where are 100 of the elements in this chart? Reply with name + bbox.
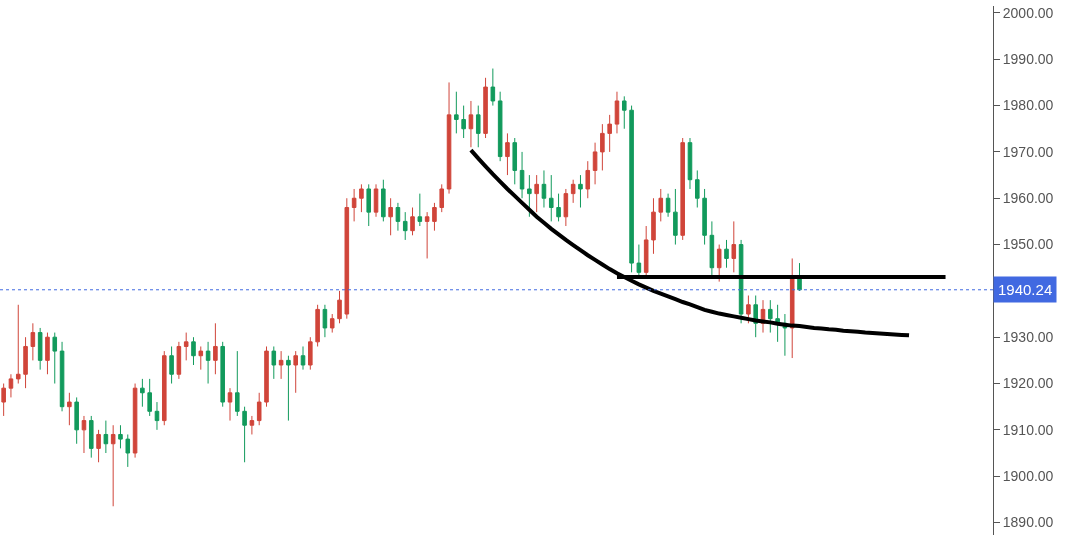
candlestick — [220, 341, 225, 408]
candlestick — [768, 299, 773, 334]
candlestick — [154, 401, 160, 431]
candlestick — [344, 197, 350, 320]
candlestick — [161, 350, 167, 426]
candlestick — [300, 345, 306, 371]
candlestick — [271, 345, 277, 380]
candlestick — [30, 322, 36, 361]
candlestick — [322, 304, 328, 338]
candlestick — [15, 304, 21, 385]
candlestick — [118, 424, 123, 449]
candlestick — [534, 174, 539, 213]
candlestick — [702, 188, 707, 246]
candlestick — [410, 207, 415, 236]
candlestick — [198, 345, 204, 371]
candlestick — [578, 174, 583, 208]
y-tick-label: 2000.00 — [1002, 4, 1054, 21]
candlestick — [147, 378, 152, 417]
candlestick — [724, 239, 729, 269]
candlestick — [512, 137, 518, 185]
candlestick — [132, 383, 138, 459]
candlestick — [337, 290, 342, 324]
candlestick — [490, 68, 496, 107]
y-tick-label: 1920.00 — [1002, 375, 1054, 392]
candlestick — [395, 202, 401, 232]
candlestick — [651, 197, 656, 255]
candlestick — [527, 174, 532, 218]
candlestick — [23, 336, 28, 389]
candlestick — [738, 239, 744, 324]
candlestick — [67, 392, 72, 426]
candlestick — [103, 420, 109, 454]
candlestick — [213, 322, 218, 375]
candlestick — [373, 183, 379, 218]
candlestick — [140, 378, 145, 408]
candlestick — [716, 244, 722, 283]
candlestick — [249, 415, 255, 435]
candlestick — [37, 327, 43, 371]
candlestick — [570, 179, 576, 204]
candlestick — [483, 77, 488, 139]
candlestick — [673, 188, 678, 246]
candlestick — [636, 244, 642, 278]
candlestick — [176, 341, 182, 380]
candlestick — [658, 188, 664, 222]
y-tick-label: 1950.00 — [1002, 236, 1054, 253]
candlestick — [315, 304, 320, 347]
candlestick — [556, 193, 561, 222]
candlestick — [110, 424, 116, 507]
candlestick — [600, 123, 605, 171]
candlestick — [402, 211, 408, 241]
y-tick-label: 1890.00 — [1002, 514, 1054, 531]
candlestick — [359, 183, 364, 213]
candlestick — [505, 132, 510, 176]
candlestick — [381, 179, 386, 222]
candlestick — [680, 137, 685, 241]
y-tick-label: 1900.00 — [1002, 468, 1054, 485]
candlestick — [446, 81, 452, 195]
ref-line-label: 1940.24 — [998, 281, 1053, 298]
candlestick — [432, 202, 437, 232]
candlestick — [548, 174, 554, 222]
candlestick — [541, 169, 547, 208]
candlestick — [665, 193, 671, 218]
candlestick — [293, 350, 298, 394]
candlestick — [775, 304, 780, 343]
candlestick — [278, 350, 284, 380]
candlestick — [256, 392, 262, 426]
candlestick — [585, 160, 591, 199]
candlestick — [475, 105, 481, 148]
candlestick — [329, 313, 335, 334]
candlestick — [621, 95, 627, 130]
candlestick — [366, 183, 372, 227]
candlestick — [563, 188, 569, 227]
candlestick — [461, 105, 466, 139]
candlestick — [643, 225, 649, 278]
y-tick-label: 1970.00 — [1002, 143, 1054, 160]
candlestick — [191, 336, 196, 366]
y-tick-label: 1980.00 — [1002, 97, 1054, 114]
candlestick — [388, 197, 393, 236]
candlestick — [439, 183, 445, 213]
candlestick — [286, 355, 291, 422]
candlestick — [746, 295, 751, 324]
candlestick — [1, 383, 6, 417]
candlestick — [8, 373, 14, 398]
candlestick — [454, 91, 459, 134]
candlestick — [519, 151, 525, 199]
y-tick-label: 1990.00 — [1002, 51, 1054, 68]
candlestick — [629, 105, 634, 273]
candlestick — [242, 406, 247, 463]
candlestick — [81, 415, 87, 454]
candlestick — [59, 341, 65, 412]
candlestick — [695, 169, 700, 208]
candlestick — [497, 91, 503, 162]
y-tick-label: 1910.00 — [1002, 421, 1054, 438]
candlestick — [468, 100, 474, 148]
candlestick — [607, 114, 612, 153]
y-tick-label: 1930.00 — [1002, 329, 1054, 346]
candlestick — [235, 350, 240, 417]
candlestick — [125, 433, 131, 468]
candlestick — [687, 137, 693, 190]
candlestick — [614, 91, 620, 134]
candlestick — [351, 188, 357, 222]
